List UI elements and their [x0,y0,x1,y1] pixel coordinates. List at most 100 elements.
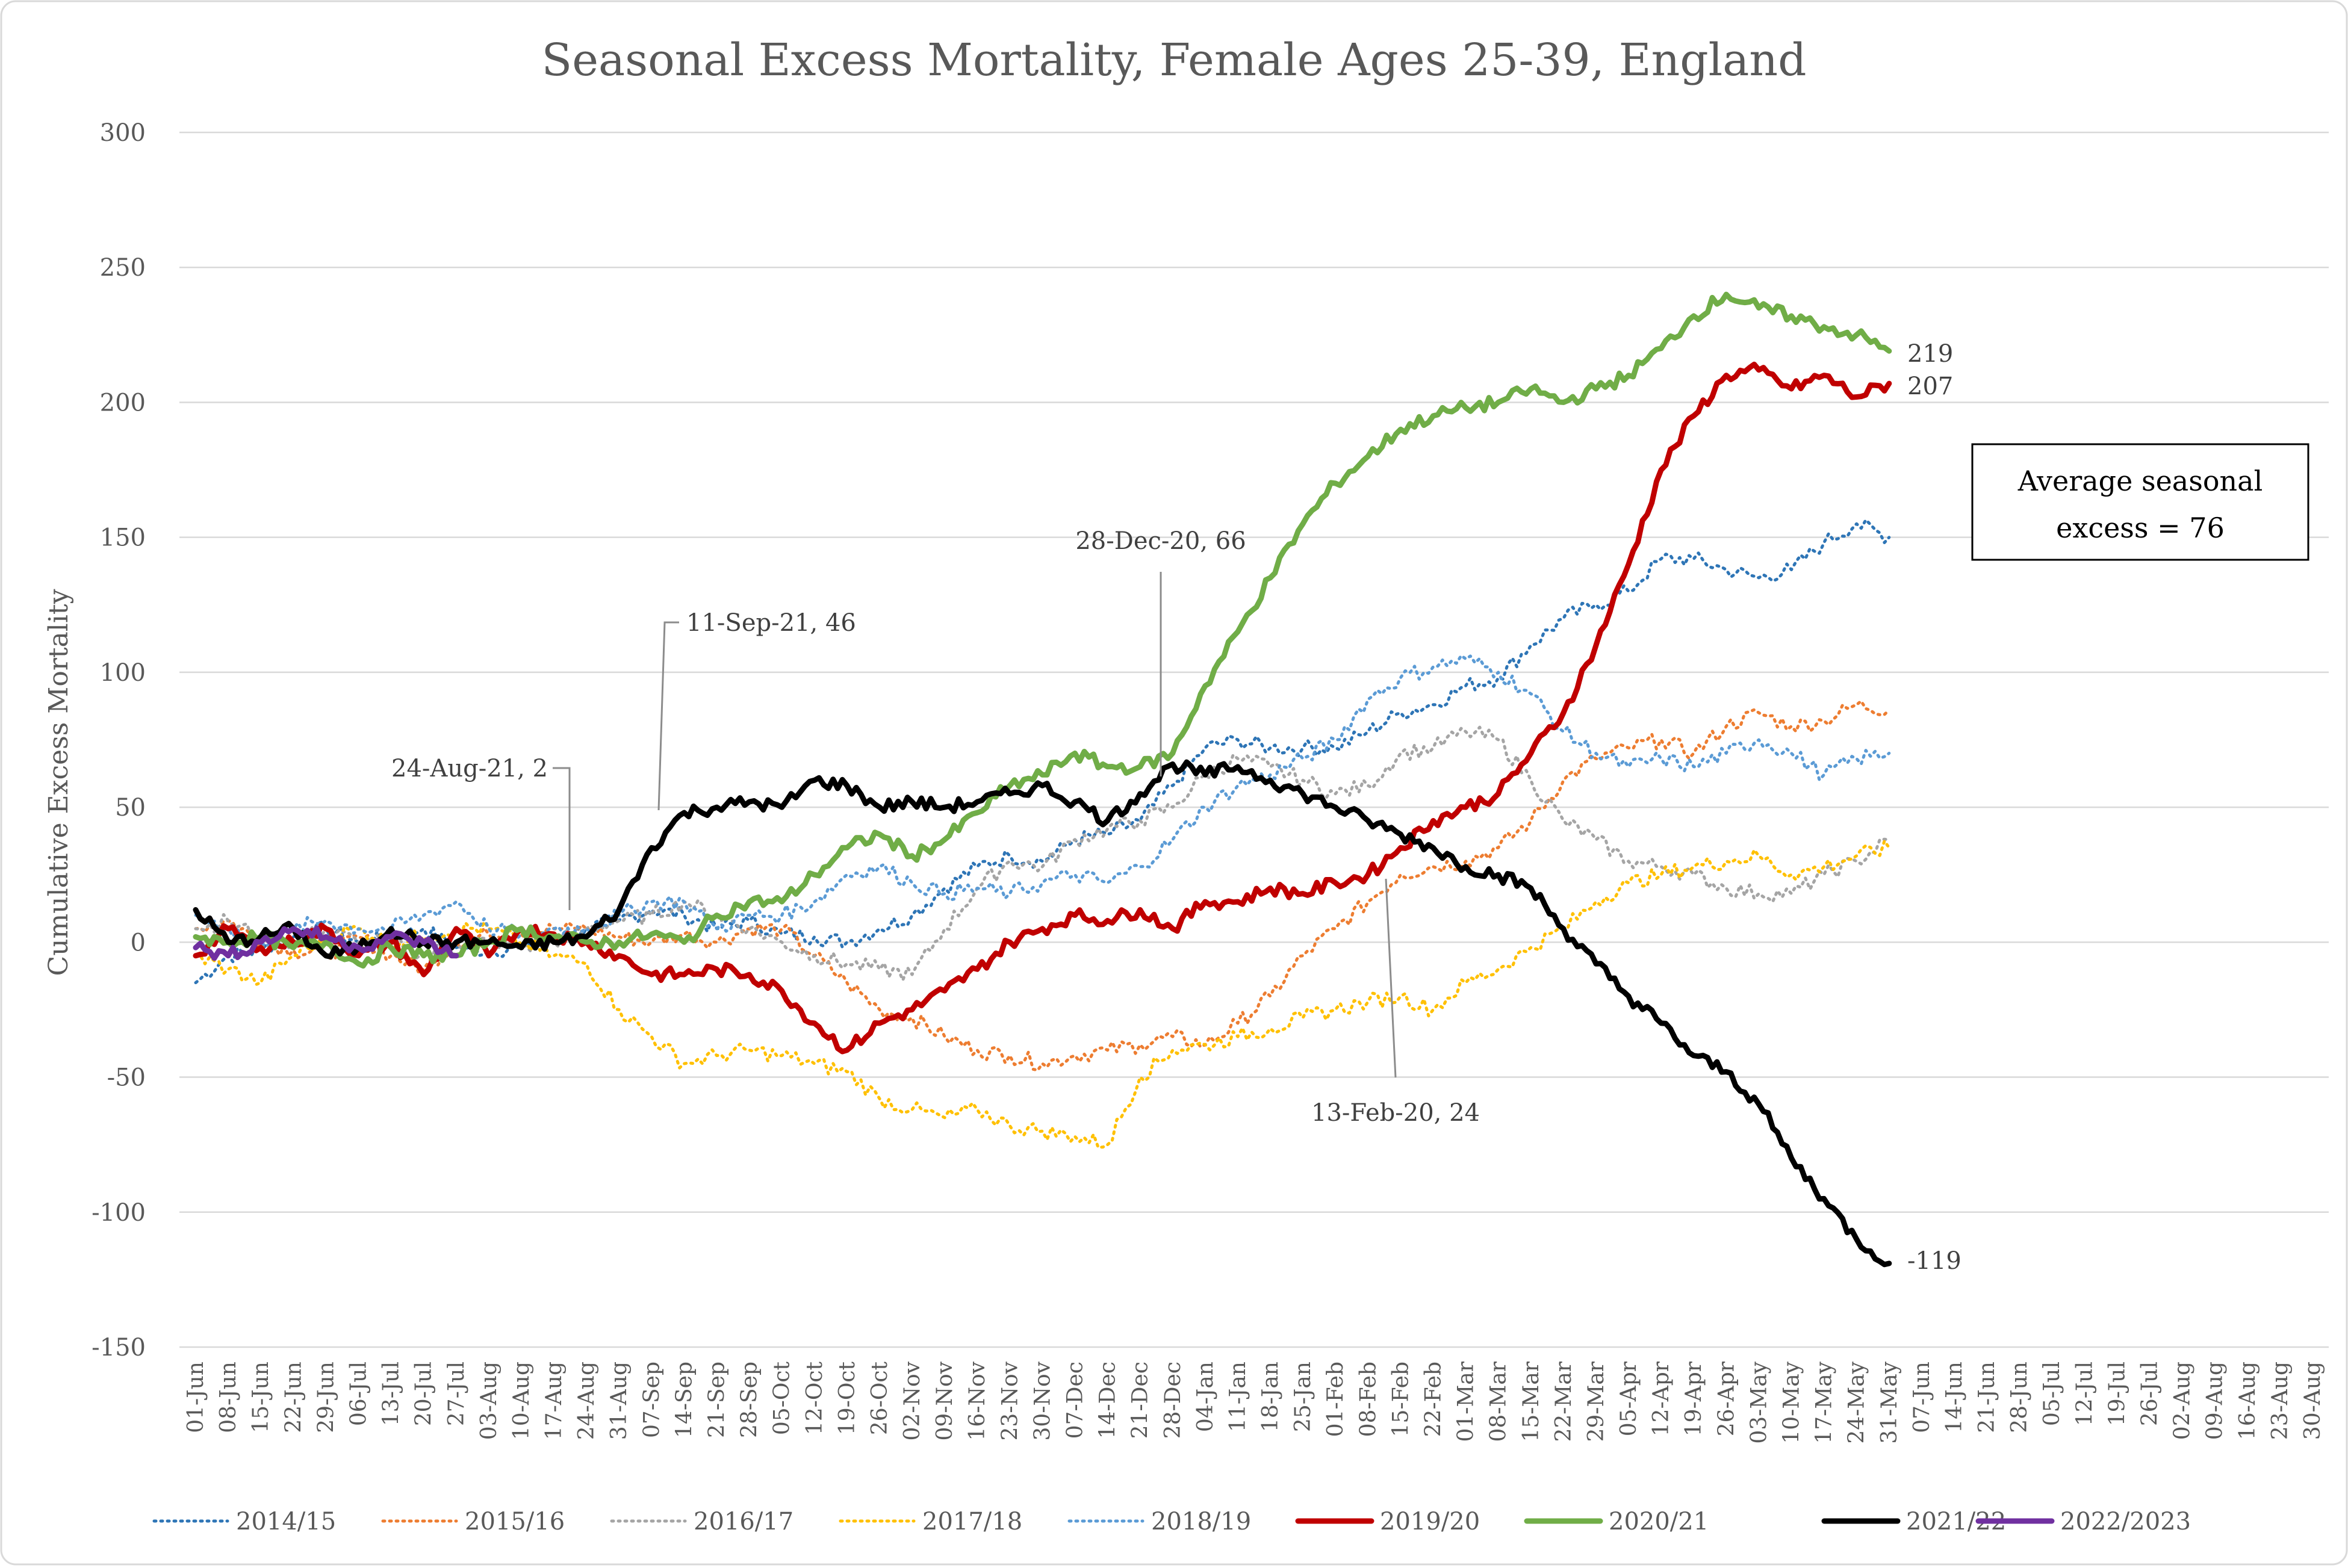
x-tick-label: 27-Jul [444,1362,469,1426]
y-tick-label: -100 [92,1199,146,1227]
legend: 2014/15 2015/16 2016/17 2017/18 2018/19 2019/… [152,1508,2191,1535]
x-tick-label: 16-Nov [965,1361,990,1440]
x-tick-label: 26-Oct [868,1361,892,1435]
x-tick-label: 22-Feb [1421,1362,1446,1437]
y-tick-label: 50 [115,794,146,822]
x-tick-label: 28-Jun [2007,1362,2032,1433]
x-tick-label: 11-Jan [1226,1362,1250,1432]
x-tick-label: 05-Apr [1617,1361,1641,1436]
y-tick-label: 100 [100,659,146,687]
x-tick-label: 19-Oct [835,1361,860,1435]
x-tick-label: 17-Aug [542,1362,567,1440]
annotation-leader [553,767,571,910]
annotation-11-sep-21: 11-Sep-21, 46 [657,609,856,811]
x-tick-label: 03-May [1747,1361,1771,1443]
series-line-2018-19 [194,654,1891,948]
x-tick-label: 21-Dec [1128,1362,1153,1439]
x-tick-label: 10-May [1780,1361,1804,1443]
x-tick-label: 03-Aug [477,1362,502,1440]
annotation-28-dec-20: 28-Dec-20, 66 [1075,527,1246,776]
y-tick-label: 300 [100,119,146,147]
x-tick-label: 08-Jun [216,1362,241,1433]
y-tick-label: 200 [100,389,146,417]
series-line-2022-2023 [193,925,459,961]
x-tick-label: 30-Aug [2300,1362,2325,1440]
x-tick-label: 21-Jun [1975,1362,1999,1433]
x-tick-label: 12-Oct [803,1361,827,1435]
x-tick-label: 07-Dec [1063,1362,1088,1439]
x-tick-label: 13-Jul [379,1362,404,1426]
annotation-leader [657,621,679,811]
x-tick-label: 09-Aug [2203,1362,2228,1440]
y-tick-label: -50 [107,1064,146,1092]
x-tick-label: 01-Jun [184,1362,208,1433]
x-tick-label: 14-Jun [1942,1362,1967,1433]
x-tick-label: 05-Oct [770,1361,795,1435]
y-axis-ticks: 300 250 200 150 100 50 0 -50 -100 -150 [92,119,146,1362]
x-tick-label: 20-Jul [412,1362,436,1426]
x-axis-ticks: 01-Jun 08-Jun 15-Jun 22-Jun 29-Jun 06-Jul 13-J… [184,1361,2325,1443]
annotation-24-aug-21: 24-Aug-21, 2 [391,755,571,910]
x-tick-label: 02-Nov [900,1361,925,1440]
x-tick-label: 22-Mar [1551,1361,1576,1442]
x-tick-label: 18-Jan [1258,1362,1283,1432]
x-tick-label: 19-Apr [1682,1361,1706,1436]
series-lines [193,291,1892,1268]
end-label-2021-22: -119 [1907,1247,1961,1275]
x-tick-label: 23-Aug [2268,1362,2293,1440]
legend-label: 2014/15 [236,1508,336,1535]
average-excess-line2: excess = 76 [2056,512,2225,544]
annotation-label: 11-Sep-21, 46 [686,609,856,637]
x-tick-label: 29-Mar [1584,1361,1609,1442]
legend-label: 2018/19 [1151,1508,1251,1535]
legend-label: 2016/17 [694,1508,794,1535]
x-tick-label: 05-Jul [2040,1362,2064,1426]
annotation-label: 24-Aug-21, 2 [391,755,548,782]
x-tick-label: 28-Dec [1161,1362,1185,1439]
x-tick-label: 01-Mar [1454,1361,1479,1442]
x-tick-label: 15-Mar [1519,1361,1544,1442]
x-tick-label: 31-May [1877,1361,1902,1443]
x-tick-label: 10-Aug [509,1362,534,1440]
x-tick-label: 26-Apr [1714,1361,1739,1436]
x-tick-label: 19-Jul [2105,1362,2129,1426]
end-label-2020-21: 219 [1907,340,1953,368]
x-tick-label: 14-Sep [672,1362,697,1438]
x-tick-label: 07-Jun [1910,1362,1934,1433]
x-tick-label: 29-Jun [314,1362,338,1433]
chart-title: Seasonal Excess Mortality, Female Ages 2… [542,34,1807,86]
x-tick-label: 09-Nov [933,1361,957,1440]
x-tick-label: 08-Mar [1486,1361,1511,1442]
annotation-leader [1385,878,1397,1078]
legend-label: 2017/18 [922,1508,1022,1535]
legend-label: 2015/16 [465,1508,565,1535]
x-tick-label: 25-Jan [1291,1362,1315,1432]
x-tick-label: 31-Aug [607,1362,632,1440]
y-tick-label: 0 [131,929,146,956]
y-tick-label: 150 [100,524,146,552]
series-line-2015-16 [194,699,1891,1072]
legend-label: 2022/2023 [2060,1508,2191,1535]
x-tick-label: 12-Jul [2072,1362,2097,1426]
x-tick-label: 24-May [1845,1361,1869,1443]
average-excess-box: Average seasonal excess = 76 [1971,443,2309,561]
y-axis-label: Cumulative Excess Mortality [43,589,74,976]
annotation-13-feb-20: 13-Feb-20, 24 [1311,878,1480,1127]
y-tick-label: -150 [92,1334,146,1362]
legend-label: 2019/20 [1380,1508,1480,1535]
average-excess-box-frame [1971,443,2309,561]
x-tick-label: 30-Nov [1030,1361,1055,1440]
x-tick-label: 06-Jul [347,1362,371,1426]
x-tick-label: 26-Jul [2138,1362,2163,1426]
end-label-2019-20: 207 [1907,373,1953,400]
series-line-2021-22 [193,759,1892,1268]
x-tick-label: 01-Feb [1323,1362,1348,1437]
x-tick-label: 22-Jun [281,1362,306,1433]
x-tick-label: 04-Jan [1193,1362,1218,1432]
x-tick-label: 12-Apr [1649,1361,1674,1436]
x-tick-label: 16-Aug [2235,1362,2260,1440]
x-tick-label: 08-Feb [1356,1362,1381,1437]
